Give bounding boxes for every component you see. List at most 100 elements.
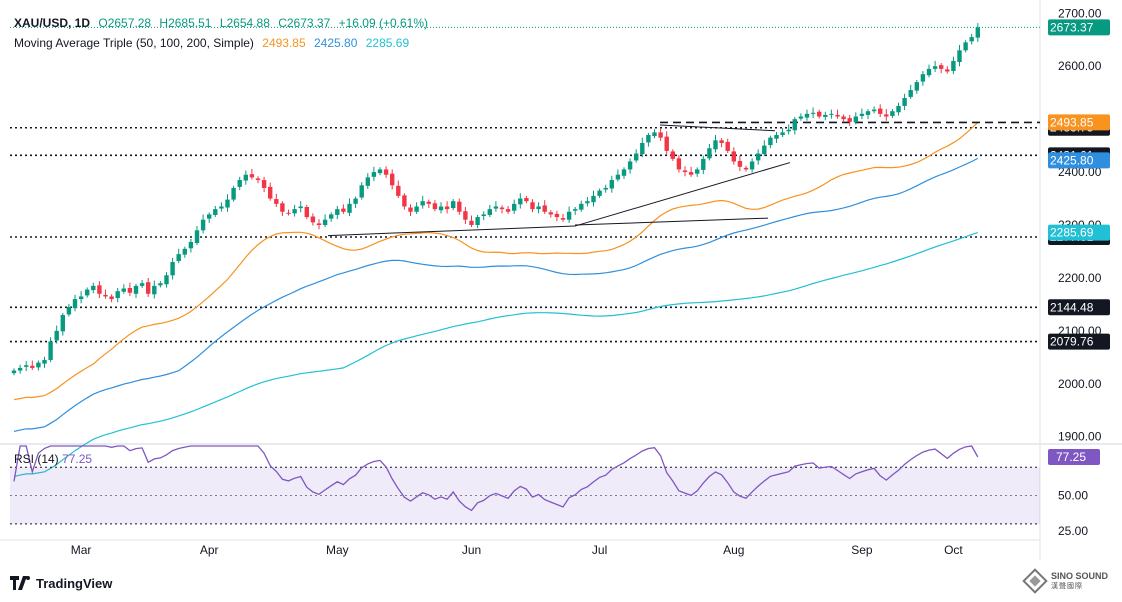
candle-body <box>365 177 370 186</box>
candle-body <box>243 174 248 181</box>
ma-price-label: 2425.80 <box>1050 153 1094 167</box>
candle-body <box>634 153 639 161</box>
candle-body <box>627 161 633 170</box>
watermark: SINO SOUND 漢聲國際 <box>1022 568 1108 594</box>
level-price-tag <box>1048 333 1110 350</box>
price-tick-label: 2600.00 <box>1058 59 1102 73</box>
ma100-line <box>13 157 979 432</box>
candle-body <box>225 199 230 208</box>
candle-body <box>603 187 608 190</box>
candle-body <box>121 288 126 292</box>
candle-body <box>493 206 499 209</box>
ma-price-tag <box>1048 152 1110 169</box>
time-axis-label: Sep <box>851 543 873 557</box>
candle-body <box>347 203 352 213</box>
candle-body <box>66 307 72 315</box>
candle-body <box>451 201 456 209</box>
ma50-line <box>13 121 979 401</box>
candle-body <box>884 114 889 117</box>
level-price-label: 2079.76 <box>1050 335 1094 349</box>
candle-body <box>341 208 346 212</box>
candle-body <box>463 211 468 220</box>
candle-body <box>36 362 41 368</box>
candle-body <box>30 365 35 368</box>
candle-body <box>316 223 322 225</box>
price-tick-label: 2400.00 <box>1058 165 1102 179</box>
candle-body <box>298 206 303 209</box>
open-value: O2657.28 <box>98 16 152 30</box>
candle-body <box>219 206 224 209</box>
candle-body <box>560 218 566 220</box>
candle-body <box>823 114 828 118</box>
candle-body <box>890 111 895 116</box>
time-axis-label: Apr <box>200 543 219 557</box>
symbol-label[interactable]: XAU/USD, 1D <box>14 16 91 30</box>
candle-body <box>768 137 773 146</box>
candle-body <box>780 132 785 136</box>
candle-body <box>774 135 779 139</box>
ma-legend: Moving Average Triple (50, 100, 200, Sim… <box>14 36 414 50</box>
candle-body <box>896 105 901 113</box>
ma-price-label: 2285.69 <box>1050 226 1094 240</box>
candle-body <box>664 136 669 151</box>
candle-body <box>499 207 505 210</box>
ma-price-label: 2493.85 <box>1050 115 1094 129</box>
candle-body <box>810 112 816 114</box>
candle-body <box>207 214 212 219</box>
candle-body <box>707 148 712 159</box>
price-tick-label: 2000.00 <box>1058 377 1102 391</box>
time-axis-label: Aug <box>723 543 744 557</box>
candle-body <box>908 90 913 97</box>
tradingview-logo[interactable]: TradingView <box>10 576 112 591</box>
candle-body <box>975 27 980 38</box>
candle-body <box>817 111 822 117</box>
candle-body <box>646 135 651 143</box>
candle-body <box>713 140 718 150</box>
ma-title[interactable]: Moving Average Triple (50, 100, 200, Sim… <box>14 36 254 50</box>
candle-body <box>853 116 858 123</box>
candle-body <box>658 132 663 138</box>
candle-body <box>353 198 358 204</box>
candle-body <box>524 198 529 202</box>
rsi-line <box>13 445 979 512</box>
rsi-label[interactable]: RSI (14) <box>14 452 59 466</box>
change-value: +16.09 (+0.61%) <box>338 16 429 30</box>
candle-body <box>292 209 297 214</box>
trendline-rising <box>574 162 791 227</box>
candle-body <box>841 116 846 120</box>
candle-body <box>72 299 78 309</box>
candle-body <box>200 219 206 231</box>
candle-body <box>371 172 377 177</box>
candle-body <box>676 158 682 170</box>
high-value: H2685.51 <box>159 16 212 30</box>
candle-body <box>329 214 334 219</box>
candle-body <box>432 203 438 210</box>
candle-body <box>164 275 169 285</box>
candle-body <box>396 185 401 196</box>
rsi-tick-label: 25.00 <box>1058 524 1088 538</box>
candle-body <box>310 216 316 223</box>
candle-body <box>280 203 285 212</box>
price-tick-label: 1900.00 <box>1058 430 1102 444</box>
candle-body <box>756 153 761 161</box>
candle-body <box>133 285 139 294</box>
candle-body <box>11 370 17 374</box>
watermark-cn-text: 漢聲國際 <box>1051 583 1083 590</box>
candle-body <box>85 289 90 296</box>
close-value: C2673.37 <box>278 16 331 30</box>
candle-body <box>786 129 791 132</box>
candle-body <box>97 285 102 294</box>
rsi-value-label: 77.25 <box>1056 450 1086 464</box>
candle-body <box>420 201 425 206</box>
candle-body <box>194 230 200 243</box>
candle-body <box>939 65 944 69</box>
candle-body <box>335 209 340 215</box>
candle-body <box>719 140 724 143</box>
candle-body <box>377 169 383 174</box>
candle-body <box>438 206 444 211</box>
trendline-support <box>327 225 576 237</box>
candle-body <box>48 341 53 360</box>
candle-body <box>579 203 584 210</box>
last-price-tag <box>1048 19 1110 36</box>
